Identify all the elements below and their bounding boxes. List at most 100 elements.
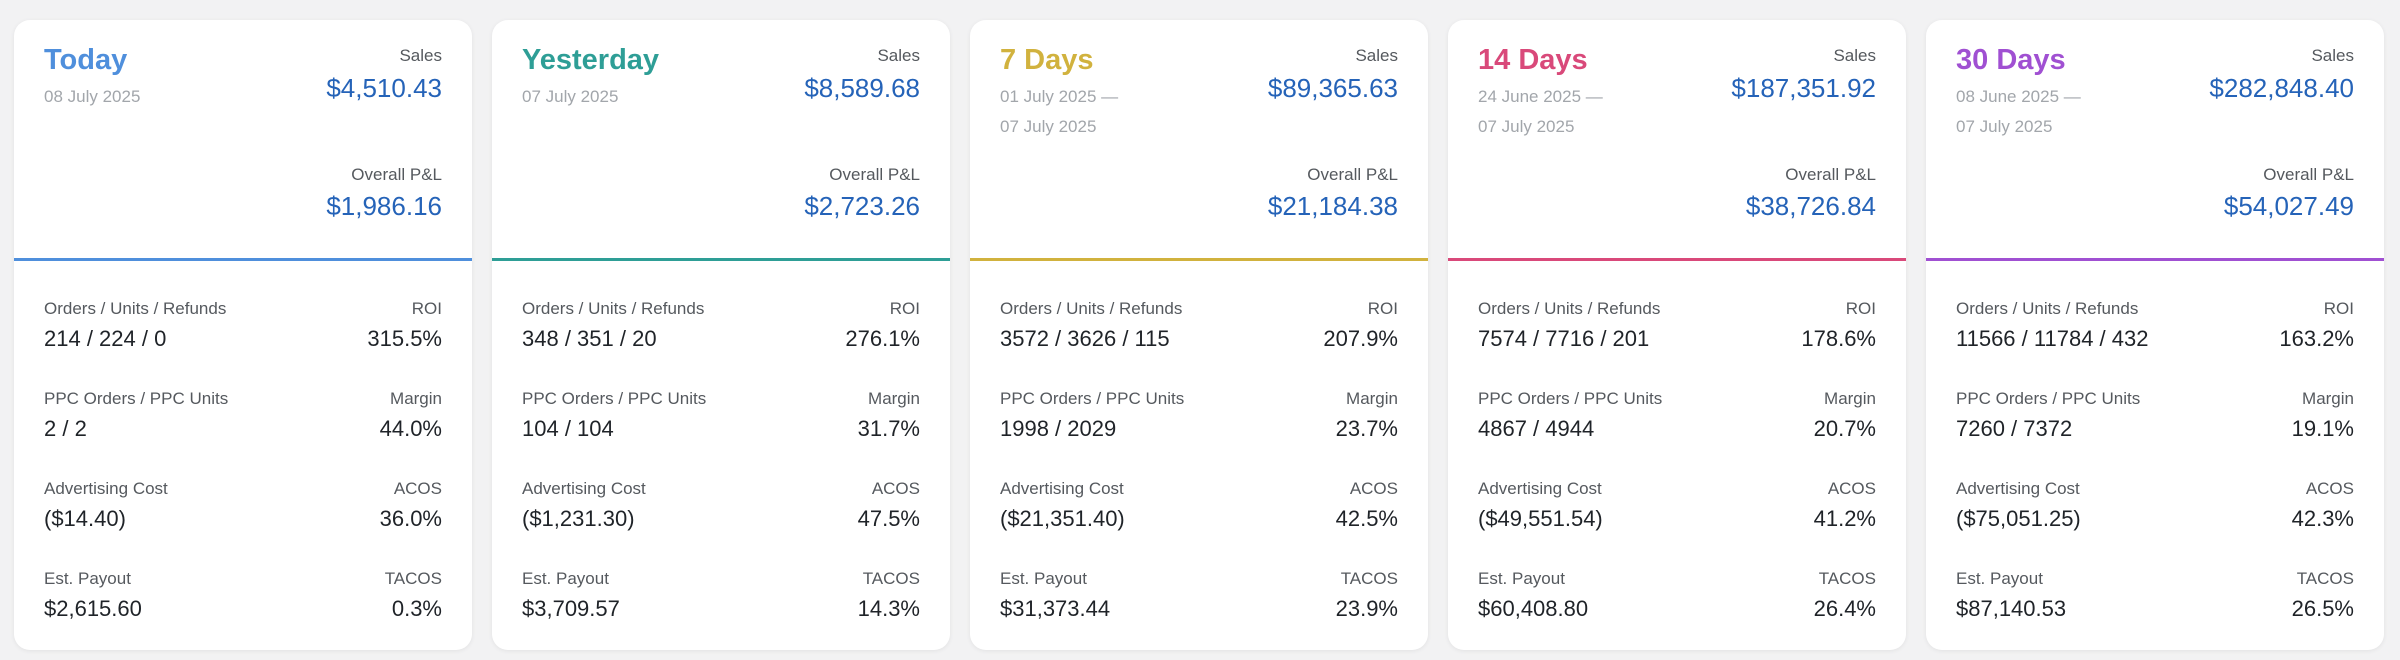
overall-pl-value: $21,184.38: [1267, 191, 1398, 221]
period-title: Yesterday: [522, 44, 660, 76]
card-metrics: Orders / Units / Refunds ROI 214 / 224 /…: [14, 261, 472, 650]
roi-value: 207.9%: [1323, 326, 1398, 351]
metric-row-ppc: PPC Orders / PPC Units Margin 1998 / 202…: [1000, 387, 1398, 447]
roi-value: 178.6%: [1801, 326, 1876, 351]
orders-units-refunds-label: Orders / Units / Refunds: [44, 299, 227, 318]
metric-row-advertising: Advertising Cost ACOS ($75,051.25) 42.3%: [1956, 477, 2354, 537]
tacos-label: TACOS: [862, 569, 920, 588]
overall-pl-label: Overall P&L: [1785, 165, 1876, 184]
acos-value: 47.5%: [857, 506, 920, 531]
ppc-orders-units-label: PPC Orders / PPC Units: [1956, 389, 2141, 408]
roi-value: 163.2%: [2279, 326, 2354, 351]
est-payout-value: $60,408.80: [1478, 596, 1589, 621]
metric-row-payout: Est. Payout TACOS $2,615.60 0.3%: [44, 567, 442, 627]
card-metrics: Orders / Units / Refunds ROI 348 / 351 /…: [492, 261, 950, 650]
advertising-cost-value: ($1,231.30): [522, 506, 635, 531]
advertising-cost-value: ($49,551.54): [1478, 506, 1603, 531]
tacos-label: TACOS: [1818, 569, 1876, 588]
advertising-cost-label: Advertising Cost: [1478, 479, 1602, 498]
card-metrics: Orders / Units / Refunds ROI 11566 / 117…: [1926, 261, 2384, 650]
margin-value: 19.1%: [2291, 416, 2354, 441]
card-today[interactable]: Today 08 July 2025 Sales $4,510.43 Overa…: [14, 20, 472, 650]
period-date: 07 July 2025: [522, 82, 742, 112]
margin-value: 31.7%: [857, 416, 920, 441]
card-metrics: Orders / Units / Refunds ROI 7574 / 7716…: [1448, 261, 1906, 650]
accent-divider: [970, 258, 1428, 261]
est-payout-label: Est. Payout: [522, 569, 609, 588]
est-payout-value: $31,373.44: [1000, 596, 1111, 621]
orders-units-refunds-label: Orders / Units / Refunds: [1000, 299, 1183, 318]
metric-row-orders: Orders / Units / Refunds ROI 11566 / 117…: [1956, 297, 2354, 357]
tacos-value: 26.4%: [1813, 596, 1876, 621]
est-payout-label: Est. Payout: [1000, 569, 1087, 588]
period-date: 08 July 2025: [44, 82, 264, 112]
est-payout-value: $3,709.57: [522, 596, 620, 621]
card-30-days[interactable]: 30 Days 08 June 2025 — 07 July 2025 Sale…: [1926, 20, 2384, 650]
card-14-days[interactable]: 14 Days 24 June 2025 — 07 July 2025 Sale…: [1448, 20, 1906, 650]
margin-label: Margin: [1346, 389, 1398, 408]
metric-row-ppc: PPC Orders / PPC Units Margin 4867 / 494…: [1478, 387, 1876, 447]
metric-row-payout: Est. Payout TACOS $87,140.53 26.5%: [1956, 567, 2354, 627]
acos-label: ACOS: [1827, 479, 1876, 498]
sales-label: Sales: [399, 46, 442, 65]
acos-value: 42.5%: [1335, 506, 1398, 531]
est-payout-label: Est. Payout: [1478, 569, 1565, 588]
advertising-cost-value: ($21,351.40): [1000, 506, 1125, 531]
metric-row-ppc: PPC Orders / PPC Units Margin 104 / 104 …: [522, 387, 920, 447]
tacos-value: 14.3%: [857, 596, 920, 621]
period-title: 30 Days: [1956, 44, 2066, 76]
sales-label: Sales: [1833, 46, 1876, 65]
metric-row-payout: Est. Payout TACOS $60,408.80 26.4%: [1478, 567, 1876, 627]
sales-value: $8,589.68: [804, 73, 920, 103]
tacos-value: 0.3%: [391, 596, 442, 621]
card-header: 14 Days 24 June 2025 — 07 July 2025 Sale…: [1448, 20, 1906, 258]
period-date-start: 08 June 2025 —: [1956, 87, 2081, 106]
overall-pl-value: $2,723.26: [804, 191, 920, 221]
roi-label: ROI: [411, 299, 442, 318]
roi-label: ROI: [2323, 299, 2354, 318]
metric-row-payout: Est. Payout TACOS $31,373.44 23.9%: [1000, 567, 1398, 627]
advertising-cost-label: Advertising Cost: [44, 479, 168, 498]
acos-label: ACOS: [393, 479, 442, 498]
ppc-orders-units-value: 2 / 2: [44, 416, 87, 441]
ppc-orders-units-label: PPC Orders / PPC Units: [1478, 389, 1663, 408]
ppc-orders-units-label: PPC Orders / PPC Units: [44, 389, 229, 408]
metric-row-advertising: Advertising Cost ACOS ($14.40) 36.0%: [44, 477, 442, 537]
period-title: 14 Days: [1478, 44, 1588, 76]
roi-label: ROI: [889, 299, 920, 318]
margin-value: 23.7%: [1335, 416, 1398, 441]
orders-units-refunds-value: 3572 / 3626 / 115: [1000, 326, 1170, 351]
metric-row-orders: Orders / Units / Refunds ROI 348 / 351 /…: [522, 297, 920, 357]
orders-units-refunds-value: 348 / 351 / 20: [522, 326, 657, 351]
period-date-start: 08 July 2025: [44, 87, 141, 106]
card-yesterday[interactable]: Yesterday 07 July 2025 Sales $8,589.68 O…: [492, 20, 950, 650]
period-date-end: 07 July 2025: [1478, 117, 1575, 136]
ppc-orders-units-label: PPC Orders / PPC Units: [522, 389, 707, 408]
metric-row-orders: Orders / Units / Refunds ROI 3572 / 3626…: [1000, 297, 1398, 357]
overall-pl-label: Overall P&L: [351, 165, 442, 184]
overall-pl-value: $1,986.16: [326, 191, 442, 221]
card-7-days[interactable]: 7 Days 01 July 2025 — 07 July 2025 Sales…: [970, 20, 1428, 650]
ppc-orders-units-label: PPC Orders / PPC Units: [1000, 389, 1185, 408]
acos-value: 42.3%: [2291, 506, 2354, 531]
acos-label: ACOS: [2305, 479, 2354, 498]
accent-divider: [14, 258, 472, 261]
overall-pl-label: Overall P&L: [2263, 165, 2354, 184]
est-payout-value: $87,140.53: [1956, 596, 2067, 621]
orders-units-refunds-value: 7574 / 7716 / 201: [1478, 326, 1650, 351]
ppc-orders-units-value: 4867 / 4944: [1478, 416, 1595, 441]
accent-divider: [1926, 258, 2384, 261]
ppc-orders-units-value: 1998 / 2029: [1000, 416, 1117, 441]
roi-label: ROI: [1845, 299, 1876, 318]
metric-row-advertising: Advertising Cost ACOS ($1,231.30) 47.5%: [522, 477, 920, 537]
overall-pl-value: $38,726.84: [1745, 191, 1876, 221]
sales-label: Sales: [877, 46, 920, 65]
accent-divider: [1448, 258, 1906, 261]
tacos-label: TACOS: [2296, 569, 2354, 588]
acos-label: ACOS: [871, 479, 920, 498]
acos-label: ACOS: [1349, 479, 1398, 498]
acos-value: 41.2%: [1813, 506, 1876, 531]
advertising-cost-label: Advertising Cost: [1000, 479, 1124, 498]
ppc-orders-units-value: 104 / 104: [522, 416, 614, 441]
margin-value: 20.7%: [1813, 416, 1876, 441]
